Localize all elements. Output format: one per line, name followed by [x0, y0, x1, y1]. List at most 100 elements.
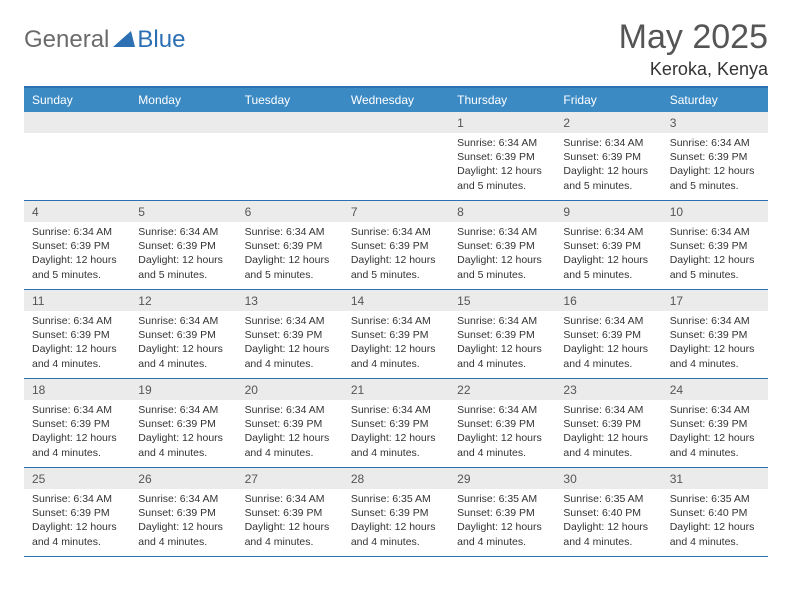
- day-details: Sunrise: 6:34 AMSunset: 6:39 PMDaylight:…: [555, 222, 661, 288]
- week-row: 18Sunrise: 6:34 AMSunset: 6:39 PMDayligh…: [24, 379, 768, 468]
- day-details: Sunrise: 6:34 AMSunset: 6:39 PMDaylight:…: [237, 311, 343, 377]
- day-number: 4: [24, 201, 130, 222]
- day-details: Sunrise: 6:35 AMSunset: 6:40 PMDaylight:…: [555, 489, 661, 555]
- day-number: 31: [662, 468, 768, 489]
- day-cell: 21Sunrise: 6:34 AMSunset: 6:39 PMDayligh…: [343, 379, 449, 467]
- day-cell: 12Sunrise: 6:34 AMSunset: 6:39 PMDayligh…: [130, 290, 236, 378]
- day-number: 8: [449, 201, 555, 222]
- day-details: Sunrise: 6:34 AMSunset: 6:39 PMDaylight:…: [130, 400, 236, 466]
- day-cell: 17Sunrise: 6:34 AMSunset: 6:39 PMDayligh…: [662, 290, 768, 378]
- day-number: 26: [130, 468, 236, 489]
- logo-text-general: General: [24, 26, 109, 54]
- day-number: 1: [449, 112, 555, 133]
- day-number: 15: [449, 290, 555, 311]
- logo-text-blue: Blue: [137, 26, 185, 54]
- day-cell: 2Sunrise: 6:34 AMSunset: 6:39 PMDaylight…: [555, 112, 661, 200]
- day-number: 18: [24, 379, 130, 400]
- day-number: 17: [662, 290, 768, 311]
- day-cell: 10Sunrise: 6:34 AMSunset: 6:39 PMDayligh…: [662, 201, 768, 289]
- day-cell: 26Sunrise: 6:34 AMSunset: 6:39 PMDayligh…: [130, 468, 236, 556]
- day-cell: 25Sunrise: 6:34 AMSunset: 6:39 PMDayligh…: [24, 468, 130, 556]
- day-details: Sunrise: 6:34 AMSunset: 6:39 PMDaylight:…: [24, 311, 130, 377]
- day-number: 3: [662, 112, 768, 133]
- day-number: 30: [555, 468, 661, 489]
- day-cell: 3Sunrise: 6:34 AMSunset: 6:39 PMDaylight…: [662, 112, 768, 200]
- day-number: 20: [237, 379, 343, 400]
- day-details: Sunrise: 6:34 AMSunset: 6:39 PMDaylight:…: [555, 311, 661, 377]
- day-details: Sunrise: 6:34 AMSunset: 6:39 PMDaylight:…: [662, 400, 768, 466]
- day-number: 12: [130, 290, 236, 311]
- location: Keroka, Kenya: [619, 59, 768, 80]
- day-details: Sunrise: 6:34 AMSunset: 6:39 PMDaylight:…: [555, 400, 661, 466]
- day-cell: 29Sunrise: 6:35 AMSunset: 6:39 PMDayligh…: [449, 468, 555, 556]
- day-details: Sunrise: 6:34 AMSunset: 6:39 PMDaylight:…: [343, 311, 449, 377]
- day-cell: 18Sunrise: 6:34 AMSunset: 6:39 PMDayligh…: [24, 379, 130, 467]
- day-details: Sunrise: 6:34 AMSunset: 6:39 PMDaylight:…: [555, 133, 661, 199]
- week-row: 25Sunrise: 6:34 AMSunset: 6:39 PMDayligh…: [24, 468, 768, 557]
- day-details: Sunrise: 6:34 AMSunset: 6:39 PMDaylight:…: [237, 222, 343, 288]
- day-cell: 28Sunrise: 6:35 AMSunset: 6:39 PMDayligh…: [343, 468, 449, 556]
- day-details: Sunrise: 6:34 AMSunset: 6:39 PMDaylight:…: [24, 489, 130, 555]
- day-details: Sunrise: 6:34 AMSunset: 6:39 PMDaylight:…: [449, 311, 555, 377]
- day-number: [24, 112, 130, 133]
- weeks-container: 1Sunrise: 6:34 AMSunset: 6:39 PMDaylight…: [24, 112, 768, 557]
- day-number: 6: [237, 201, 343, 222]
- day-cell: 1Sunrise: 6:34 AMSunset: 6:39 PMDaylight…: [449, 112, 555, 200]
- day-number: 22: [449, 379, 555, 400]
- day-cell: 20Sunrise: 6:34 AMSunset: 6:39 PMDayligh…: [237, 379, 343, 467]
- day-details: Sunrise: 6:34 AMSunset: 6:39 PMDaylight:…: [662, 133, 768, 199]
- day-cell: 8Sunrise: 6:34 AMSunset: 6:39 PMDaylight…: [449, 201, 555, 289]
- day-details: Sunrise: 6:34 AMSunset: 6:39 PMDaylight:…: [130, 222, 236, 288]
- day-cell: 15Sunrise: 6:34 AMSunset: 6:39 PMDayligh…: [449, 290, 555, 378]
- day-cell: 27Sunrise: 6:34 AMSunset: 6:39 PMDayligh…: [237, 468, 343, 556]
- day-details: Sunrise: 6:34 AMSunset: 6:39 PMDaylight:…: [449, 133, 555, 199]
- dow-cell: Saturday: [662, 88, 768, 112]
- day-cell: 30Sunrise: 6:35 AMSunset: 6:40 PMDayligh…: [555, 468, 661, 556]
- day-details: Sunrise: 6:34 AMSunset: 6:39 PMDaylight:…: [662, 222, 768, 288]
- day-cell: 31Sunrise: 6:35 AMSunset: 6:40 PMDayligh…: [662, 468, 768, 556]
- day-details: Sunrise: 6:34 AMSunset: 6:39 PMDaylight:…: [662, 311, 768, 377]
- day-number: 19: [130, 379, 236, 400]
- day-details: Sunrise: 6:34 AMSunset: 6:39 PMDaylight:…: [24, 400, 130, 466]
- day-number: 10: [662, 201, 768, 222]
- day-number: [130, 112, 236, 133]
- week-row: 4Sunrise: 6:34 AMSunset: 6:39 PMDaylight…: [24, 201, 768, 290]
- day-number: [343, 112, 449, 133]
- day-cell: 19Sunrise: 6:34 AMSunset: 6:39 PMDayligh…: [130, 379, 236, 467]
- day-cell: [24, 112, 130, 200]
- logo: General Blue: [24, 26, 185, 54]
- day-cell: 23Sunrise: 6:34 AMSunset: 6:39 PMDayligh…: [555, 379, 661, 467]
- day-number: 23: [555, 379, 661, 400]
- day-details: Sunrise: 6:34 AMSunset: 6:39 PMDaylight:…: [237, 489, 343, 555]
- day-details: Sunrise: 6:34 AMSunset: 6:39 PMDaylight:…: [449, 222, 555, 288]
- month-title: May 2025: [619, 18, 768, 57]
- week-row: 1Sunrise: 6:34 AMSunset: 6:39 PMDaylight…: [24, 112, 768, 201]
- day-number: 7: [343, 201, 449, 222]
- day-number: 11: [24, 290, 130, 311]
- day-cell: 6Sunrise: 6:34 AMSunset: 6:39 PMDaylight…: [237, 201, 343, 289]
- day-details: Sunrise: 6:34 AMSunset: 6:39 PMDaylight:…: [449, 400, 555, 466]
- day-number: 13: [237, 290, 343, 311]
- day-number: 21: [343, 379, 449, 400]
- logo-triangle-icon: [113, 29, 135, 52]
- day-details: Sunrise: 6:34 AMSunset: 6:39 PMDaylight:…: [130, 311, 236, 377]
- day-cell: 16Sunrise: 6:34 AMSunset: 6:39 PMDayligh…: [555, 290, 661, 378]
- day-number: 9: [555, 201, 661, 222]
- calendar: SundayMondayTuesdayWednesdayThursdayFrid…: [24, 86, 768, 557]
- day-details: Sunrise: 6:35 AMSunset: 6:40 PMDaylight:…: [662, 489, 768, 555]
- week-row: 11Sunrise: 6:34 AMSunset: 6:39 PMDayligh…: [24, 290, 768, 379]
- day-details: Sunrise: 6:34 AMSunset: 6:39 PMDaylight:…: [343, 222, 449, 288]
- day-details: Sunrise: 6:34 AMSunset: 6:39 PMDaylight:…: [24, 222, 130, 288]
- day-details: Sunrise: 6:34 AMSunset: 6:39 PMDaylight:…: [237, 400, 343, 466]
- day-details: Sunrise: 6:35 AMSunset: 6:39 PMDaylight:…: [449, 489, 555, 555]
- dow-cell: Monday: [130, 88, 236, 112]
- dow-cell: Thursday: [449, 88, 555, 112]
- day-number: 28: [343, 468, 449, 489]
- day-details: Sunrise: 6:35 AMSunset: 6:39 PMDaylight:…: [343, 489, 449, 555]
- day-number: 16: [555, 290, 661, 311]
- day-number: [237, 112, 343, 133]
- day-cell: 24Sunrise: 6:34 AMSunset: 6:39 PMDayligh…: [662, 379, 768, 467]
- day-cell: [130, 112, 236, 200]
- day-cell: 14Sunrise: 6:34 AMSunset: 6:39 PMDayligh…: [343, 290, 449, 378]
- day-number: 29: [449, 468, 555, 489]
